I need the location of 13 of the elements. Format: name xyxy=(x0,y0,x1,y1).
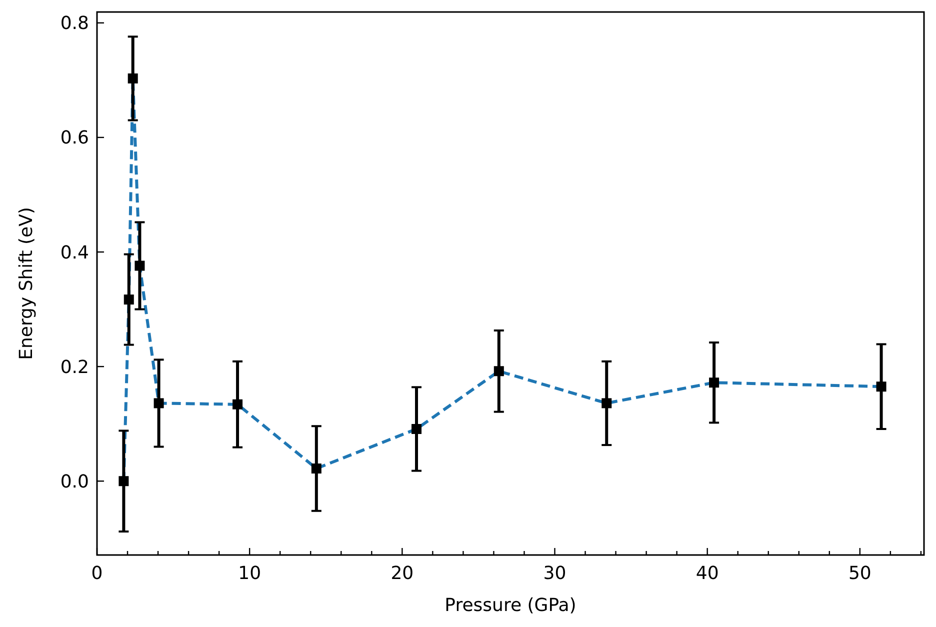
x-tick-label: 0 xyxy=(91,563,103,584)
x-tick-label: 20 xyxy=(390,563,414,584)
y-tick-label: 0.2 xyxy=(60,356,89,378)
y-tick-label: 0.0 xyxy=(60,471,89,492)
y-axis-title: Energy Shift (eV) xyxy=(16,207,37,360)
x-tick-label: 30 xyxy=(543,563,566,584)
x-tick-label: 40 xyxy=(696,563,719,584)
x-tick-label: 10 xyxy=(238,563,262,584)
x-axis-title: Pressure (GPa) xyxy=(444,595,576,616)
x-tick-label: 50 xyxy=(848,563,872,584)
y-tick-label: 0.8 xyxy=(60,13,89,34)
y-tick-label: 0.6 xyxy=(60,128,89,149)
y-tick-label: 0.4 xyxy=(60,242,89,264)
